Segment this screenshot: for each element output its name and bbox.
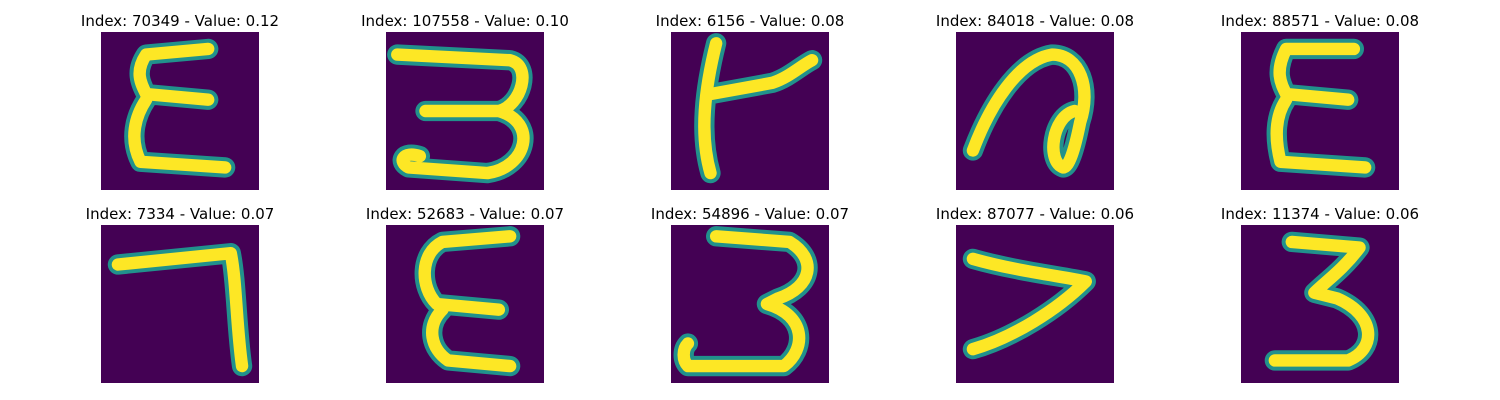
panel-9: Index: 87077 - Value: 0.06	[925, 203, 1145, 383]
digit-image	[671, 225, 829, 383]
digit-image	[386, 32, 544, 190]
panel-title: Index: 11374 - Value: 0.06	[1220, 205, 1420, 223]
panel-title: Index: 52683 - Value: 0.07	[365, 205, 565, 223]
digit-image	[1241, 225, 1399, 383]
panel-title: Index: 87077 - Value: 0.06	[935, 205, 1135, 223]
digit-image	[956, 32, 1114, 190]
panel-10: Index: 11374 - Value: 0.06	[1210, 203, 1430, 383]
digit-image	[956, 225, 1114, 383]
digit-image	[101, 225, 259, 383]
panel-2: Index: 107558 - Value: 0.10	[355, 10, 575, 190]
panel-title: Index: 107558 - Value: 0.10	[361, 12, 569, 30]
panel-7: Index: 52683 - Value: 0.07	[355, 203, 575, 383]
panel-6: Index: 7334 - Value: 0.07	[70, 203, 290, 383]
panel-title: Index: 6156 - Value: 0.08	[655, 12, 845, 30]
panel-4: Index: 84018 - Value: 0.08	[925, 10, 1145, 190]
digit-image	[101, 32, 259, 190]
panel-8: Index: 54896 - Value: 0.07	[640, 203, 860, 383]
panel-3: Index: 6156 - Value: 0.08	[640, 10, 860, 190]
digit-image	[671, 32, 829, 190]
panel-5: Index: 88571 - Value: 0.08	[1210, 10, 1430, 190]
digit-image	[386, 225, 544, 383]
digit-image	[1241, 32, 1399, 190]
panel-title: Index: 54896 - Value: 0.07	[650, 205, 850, 223]
panel-title: Index: 7334 - Value: 0.07	[85, 205, 275, 223]
panel-title: Index: 88571 - Value: 0.08	[1220, 12, 1420, 30]
panel-1: Index: 70349 - Value: 0.12	[70, 10, 290, 190]
panel-title: Index: 70349 - Value: 0.12	[80, 12, 280, 30]
panel-title: Index: 84018 - Value: 0.08	[935, 12, 1135, 30]
